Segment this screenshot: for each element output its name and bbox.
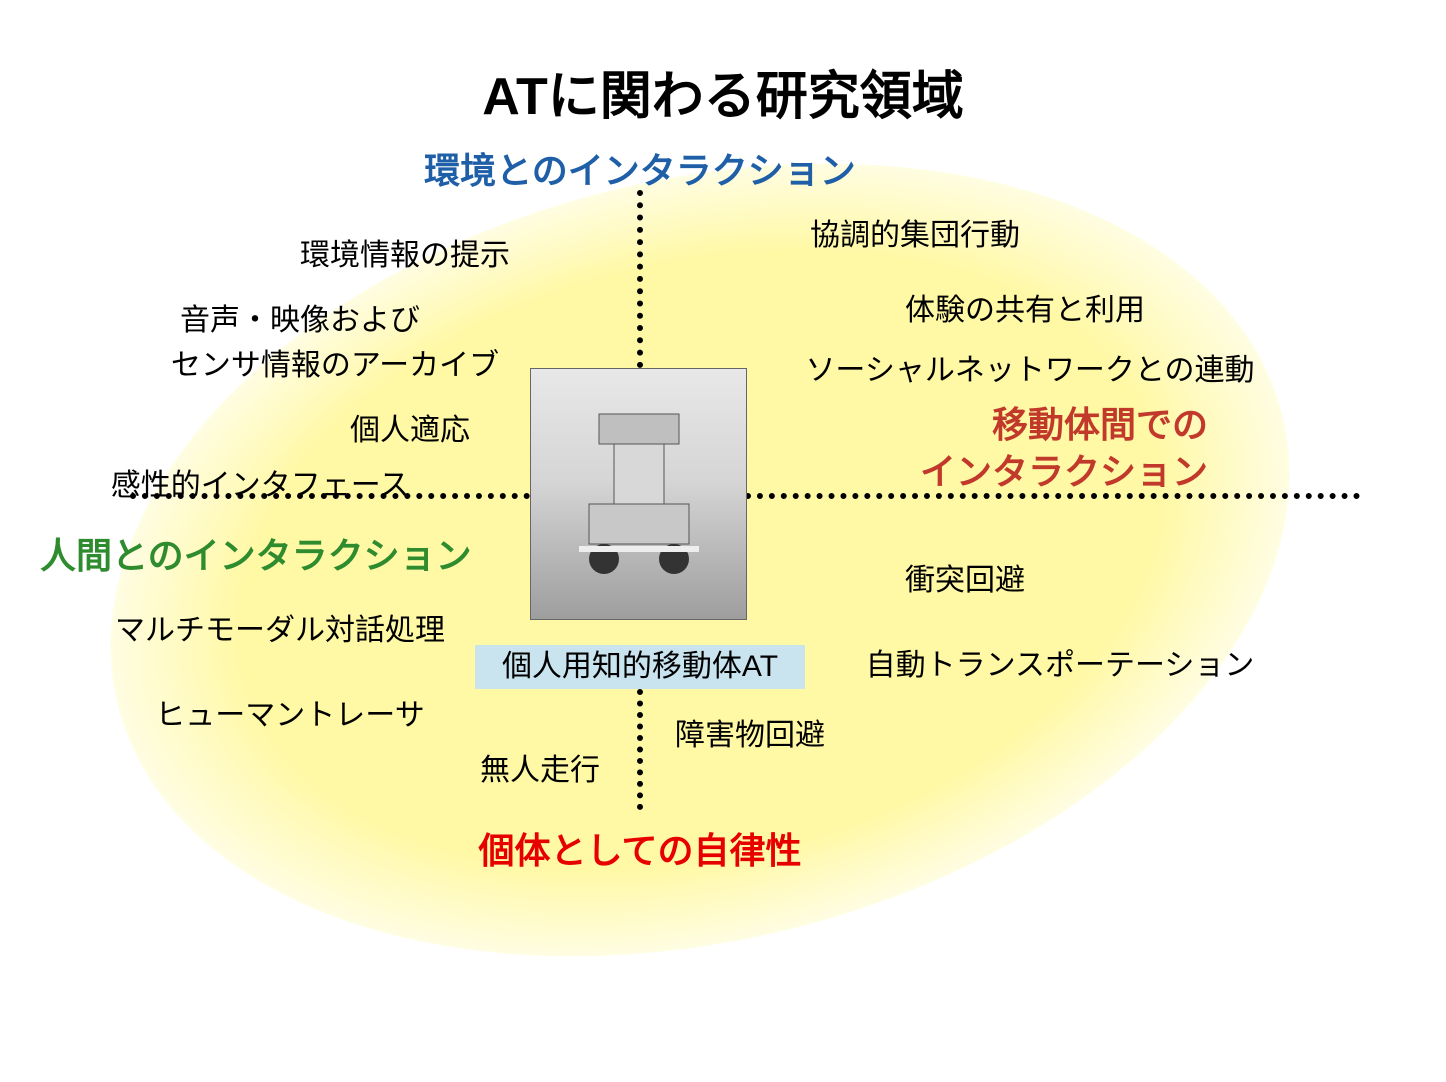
item-social-net: ソーシャルネットワークとの連動 (680, 345, 1380, 389)
item-personal-adapt: 個人適応 (60, 405, 760, 449)
diagram-title: ATに関わる研究領域 (0, 54, 1446, 129)
axis-label-right: 移動体間での インタラクション (880, 402, 1208, 496)
axis-bottom-text: 個体としての自律性 (479, 830, 802, 871)
item-unmanned: 無人走行 (190, 745, 890, 789)
axis-right-line2: インタラクション (880, 451, 1208, 492)
item-exp-share: 体験の共有と利用 (675, 285, 1375, 329)
diagram-canvas: 個人用知的移動体AT ATに関わる研究領域 環境とのインタラクション 個体として… (0, 0, 1446, 1082)
item-auto-trans: 自動トランスポーテーション (710, 640, 1410, 684)
axis-label-left: 人間とのインタラクション (40, 527, 472, 579)
title-text: ATに関わる研究領域 (482, 68, 963, 126)
item-kansei-if: 感性的インタフェース (0, 460, 610, 504)
axis-top-text: 環境とのインタラクション (424, 150, 856, 191)
axis-label-top: 環境とのインタラクション (0, 142, 1363, 194)
item-sensor-archive: センサ情報のアーカイブ (0, 340, 685, 384)
item-audio-video: 音声・映像および (0, 295, 650, 339)
axis-label-bottom: 個体としての自律性 (0, 822, 1363, 874)
item-multimodal: マルチモーダル対話処理 (0, 605, 630, 649)
axis-right-line1: 移動体間での (992, 404, 1208, 445)
axis-left-text: 人間とのインタラクション (40, 535, 472, 576)
item-collision: 衝突回避 (615, 555, 1315, 599)
item-coop-group: 協調的集団行動 (565, 210, 1265, 254)
